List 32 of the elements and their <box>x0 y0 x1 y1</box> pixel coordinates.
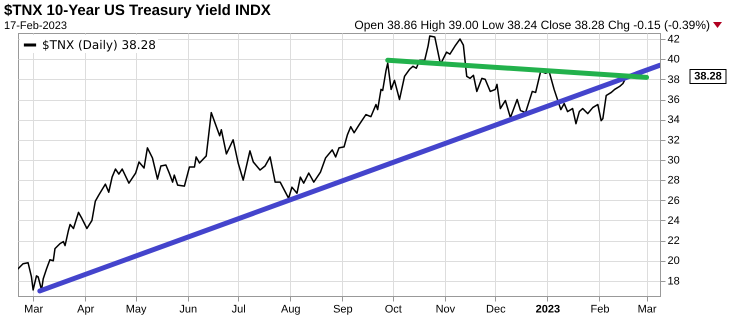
x-tick-label: Sep <box>333 304 353 316</box>
chart-title: $TNX 10-Year US Treasury Yield INDX <box>4 2 271 19</box>
x-tick-label: Aug <box>280 304 301 316</box>
x-tick-label: Mar <box>24 304 44 316</box>
y-tick-label: 38 <box>668 74 680 86</box>
x-tick-label: Mar <box>638 304 657 316</box>
y-tick-label: 18 <box>668 275 680 288</box>
line-series <box>18 35 628 291</box>
y-tick-label: 30 <box>668 154 680 166</box>
text: 38.28 <box>694 70 722 83</box>
text: Open 38.86 High 39.00 Low 38.24 Close 38.28 Chg -0.15 (-0.39%) <box>354 18 710 32</box>
y-tick-label: 24 <box>668 214 680 227</box>
chart-subtitle: 17-Feb-2023 <box>4 20 67 32</box>
x-tick-label: May <box>126 304 148 316</box>
y-tick-label: 40 <box>668 54 680 66</box>
y-tick-label: 32 <box>668 134 680 146</box>
x-tick-label: Nov <box>436 304 456 316</box>
x-tick-label: Apr <box>77 304 95 316</box>
y-tick-label: 20 <box>668 255 680 268</box>
x-tick-label: Oct <box>384 304 402 316</box>
y-tick-label: 22 <box>668 235 680 248</box>
legend-label: $TNX (Daily) 38.28 <box>42 38 156 52</box>
x-tick-label: Jun <box>179 304 198 316</box>
y-tick-label: 36 <box>668 94 680 106</box>
y-tick-label: 26 <box>668 194 680 207</box>
x-tick-label: Jul <box>232 304 246 316</box>
x-tick-label: Dec <box>486 304 506 316</box>
y-tick-label: 34 <box>668 114 680 126</box>
x-tick-label: Feb <box>590 304 610 316</box>
y-tick-label: 42 <box>668 34 680 46</box>
y-tick-label: 28 <box>668 174 680 187</box>
x-tick-label: 2023 <box>536 304 560 316</box>
